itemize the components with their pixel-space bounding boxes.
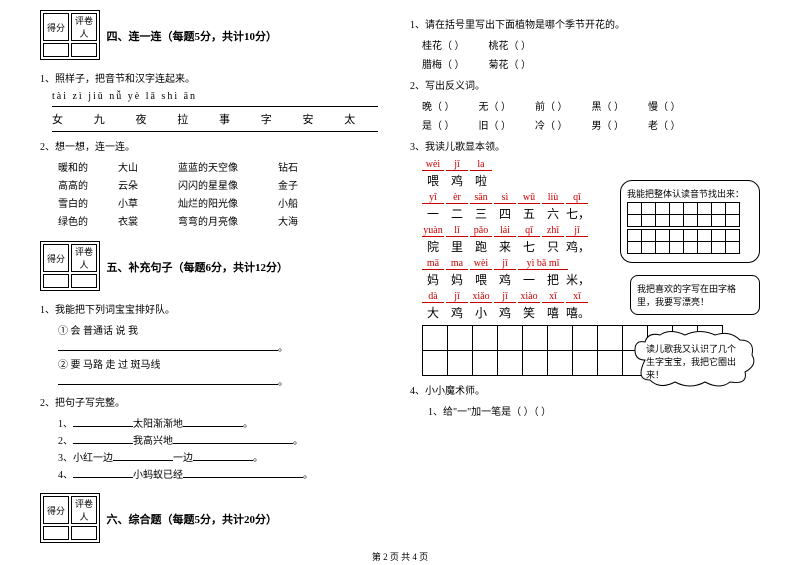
plant-row: 腊梅（ ）菊花（ ）: [422, 56, 760, 71]
pinyin-row: tài zì jiǔ nǚ yè lā shì ān: [52, 91, 390, 102]
match-row: 绿色的衣裳弯弯的月亮像大海: [58, 213, 390, 228]
q5-1: 1、我能把下列词宝宝排好队。: [40, 301, 390, 316]
thought-cloud: 读儿歌我又认识了几个生字宝宝，我把它圈出来！: [630, 330, 760, 393]
q4-1: 1、照样子，把音节和汉字连起来。: [40, 70, 390, 85]
ch-row: 院里跑来七只鸡，: [422, 238, 610, 255]
ch-row: 一二三四五六七，: [422, 205, 610, 222]
bubble-text: 我把喜欢的字写在田字格里，我要写漂亮！: [637, 284, 736, 307]
plant-row: 桂花（ ）桃花（ ）: [422, 37, 760, 52]
mini-grid[interactable]: [627, 202, 740, 227]
q4-2: 2、想一想，连一连。: [40, 138, 390, 153]
q6-3: 3、我读儿歌显本领。: [410, 138, 760, 153]
score-cell[interactable]: [43, 43, 69, 57]
q6-4-1[interactable]: 1、给"一"加一笔是（ ）（ ）: [428, 403, 760, 418]
section-5-title: 五、补充句子（每题6分，共计12分）: [107, 259, 289, 275]
divider: [52, 106, 378, 107]
match-area: 暖和的大山蓝蓝的天空像钻石 高高的云朵闪闪的星星像金子 雪白的小草灿烂的阳光像小…: [40, 159, 390, 228]
answer-line[interactable]: 。: [58, 373, 390, 388]
ch-row: 喂鸡啦: [422, 172, 610, 189]
score-label: 得分: [43, 13, 69, 41]
speech-bubble-2: 我把喜欢的字写在田字格里，我要写漂亮！: [630, 275, 760, 315]
py-row: yīèrsānsìwǔliùqī: [422, 192, 610, 204]
fill-line[interactable]: 3、小红一边一边。: [58, 449, 390, 464]
page-footer: 第 2 页 共 4 页: [0, 550, 800, 563]
match-row: 雪白的小草灿烂的阳光像小船: [58, 195, 390, 210]
speech-bubble-1: 我能把整体认读音节找出来：: [620, 180, 760, 263]
cloud-text: 读儿歌我又认识了几个生字宝宝，我把它圈出来！: [638, 338, 752, 385]
antonym-row[interactable]: 晚（ ）无（ ）前（ ）黑（ ）慢（ ）: [422, 98, 760, 113]
py-row: yuànlǐpǎoláiqīzhījī: [422, 225, 610, 237]
score-box-5: 得分评卷人: [40, 241, 100, 291]
fill-line[interactable]: 2、我高兴地。: [58, 432, 390, 447]
left-column: 得分评卷人 四、连一连（每题5分，共计10分） 1、照样子，把音节和汉字连起来。…: [30, 10, 400, 555]
q6-1: 1、请在括号里写出下面植物是哪个季节开花的。: [410, 16, 760, 31]
ch-row: 大鸡小鸡笑嘻嘻。: [422, 304, 610, 321]
section-6-title: 六、综合题（每题5分，共计20分）: [107, 511, 278, 527]
antonym-row[interactable]: 是（ ）旧（ ）冷（ ）男（ ）老（ ）: [422, 117, 760, 132]
answer-line[interactable]: 。: [58, 339, 390, 354]
divider: [52, 131, 378, 132]
fill-line[interactable]: 1、太阳渐渐地。: [58, 415, 390, 430]
q6-2: 2、写出反义词。: [410, 77, 760, 92]
section-6-header: 得分评卷人 六、综合题（每题5分，共计20分）: [40, 493, 390, 547]
match-row: 高高的云朵闪闪的星星像金子: [58, 177, 390, 192]
py-row: wèijīla: [422, 159, 610, 171]
ch-row: 妈妈喂鸡一把米，: [422, 271, 610, 288]
py-row: māmawèijīyì bǎ mǐ: [422, 258, 610, 270]
grader-label: 评卷人: [71, 13, 97, 41]
q5-1b: ② 要 马路 走 过 斑马线: [58, 356, 390, 371]
grader-cell[interactable]: [71, 43, 97, 57]
score-box-6: 得分评卷人: [40, 493, 100, 543]
rhyme-block: wèijīla 喂鸡啦 yīèrsānsìwǔliùqī 一二三四五六七， yu…: [410, 159, 610, 321]
section-5-header: 得分评卷人 五、补充句子（每题6分，共计12分）: [40, 241, 390, 295]
fill-line[interactable]: 4、小蚂蚁已经。: [58, 466, 390, 481]
section-4-title: 四、连一连（每题5分，共计10分）: [107, 28, 278, 44]
mini-grid[interactable]: [627, 229, 740, 254]
bubble-text: 我能把整体认读音节找出来：: [627, 187, 753, 200]
score-box-4: 得分评卷人: [40, 10, 100, 60]
section-4-header: 得分评卷人 四、连一连（每题5分，共计10分）: [40, 10, 390, 64]
char-row: 女 九 夜 拉 事 字 安 太: [52, 111, 390, 127]
py-row: dàjīxiǎojīxiàoxīxī: [422, 291, 610, 303]
q5-2: 2、把句子写完整。: [40, 394, 390, 409]
q5-1a: ① 会 普通话 说 我: [58, 322, 390, 337]
match-row: 暖和的大山蓝蓝的天空像钻石: [58, 159, 390, 174]
